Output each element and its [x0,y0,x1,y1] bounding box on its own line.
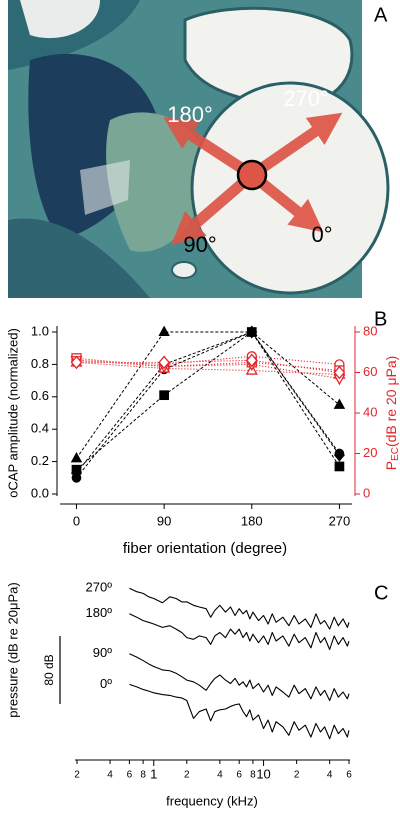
direction-label: 180° [167,102,213,127]
y2-label-sub: EC [390,447,400,461]
x-tick-label: 2 [184,770,190,781]
marker [245,353,258,368]
direction-label: 0° [311,222,332,247]
marker [71,466,82,480]
x-tick-label: 6 [346,770,352,781]
micrograph [8,0,390,298]
marker [333,398,346,409]
trace-label: 270º [86,580,113,595]
series-line [76,331,340,471]
marker [333,448,345,462]
x-tick-label: 6 [236,770,242,781]
y2-tick-label: 0 [363,485,370,500]
x-tick-label: 4 [217,770,223,781]
x-tick-label: 10 [256,766,270,781]
marker [333,365,346,380]
series-line [76,331,340,459]
marker [158,355,170,370]
y-axis-label: pressure (dB re 20μPa) [5,582,20,717]
spectrum-line [129,587,350,630]
x-tick-label: 2 [294,770,300,781]
trace-label: 0º [100,676,112,691]
y-tick-label: 1.0 [31,323,49,338]
series-line [76,357,340,371]
x-tick-label: 1 [150,766,157,781]
trace-label: 90º [93,645,112,660]
panel-label: C [374,582,388,604]
x-axis-label: fiber orientation (degree) [123,540,287,557]
y-tick-label: 0.2 [31,453,49,468]
direction-label: 90° [183,232,216,257]
series-line [76,359,340,380]
x-tick-label: 8 [140,770,146,781]
spectrum-line [129,613,350,651]
x-tick-label: 8 [250,770,256,781]
marker [246,325,258,339]
spectrum-line [129,683,350,740]
y2-label-rest: (dB re 20 μPa) [383,356,399,447]
y2-tick-label: 80 [363,323,377,338]
x-tick-label: 4 [107,770,113,781]
marker [158,325,170,337]
x-tick-label: 6 [127,770,133,781]
x-tick-label: 4 [327,770,333,781]
panel-label: A [374,4,388,26]
series-line [76,331,340,474]
series-line [76,361,340,376]
series-line [76,359,340,373]
y-tick-label: 0.4 [31,421,49,436]
y2-axis-label: PEC(dB re 20 μPa) [383,356,400,471]
panel-label: B [374,308,387,330]
y-tick-label: 0.0 [31,485,49,500]
series-line [76,355,340,365]
marker [159,390,169,401]
y-tick-label: 0.6 [31,388,49,403]
x-tick-label: 2 [74,770,80,781]
series-line [76,331,340,479]
y2-tick-label: 60 [363,364,377,379]
x-tick-label: 270 [329,513,351,528]
scale-bar-label: 80 dB [42,654,56,685]
y2-tick-label: 40 [363,404,377,419]
marker [70,451,83,463]
y-axis-label: oCAP amplitude (normalized) [5,328,20,498]
y2-tick-label: 20 [363,445,377,460]
x-axis-label: frequency (kHz) [166,793,258,808]
x-tick-label: 180 [241,513,263,528]
spectrum-line [129,653,350,702]
x-tick-label: 90 [157,513,171,528]
y-tick-label: 0.8 [31,356,49,371]
direction-label: 270° [283,86,329,111]
x-tick-label: 0 [73,513,80,528]
y2-label-main: P [383,461,399,470]
marker [70,355,83,370]
trace-label: 180º [86,605,113,620]
marker [334,461,345,472]
